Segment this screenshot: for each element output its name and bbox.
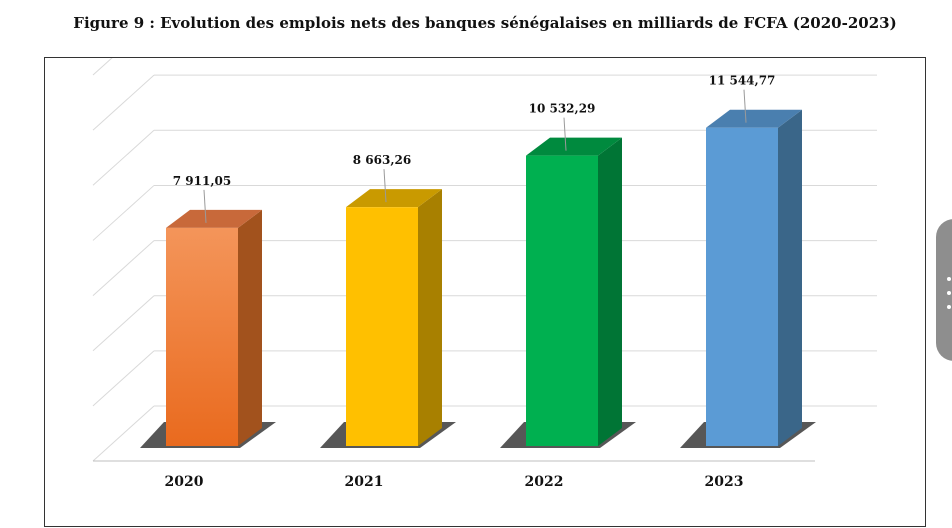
label-leader bbox=[203, 189, 207, 223]
data-label: 11 544,77 bbox=[709, 74, 776, 88]
tab-dot-icon bbox=[947, 305, 951, 309]
data-label: 10 532,29 bbox=[529, 102, 596, 116]
label-leader bbox=[743, 89, 747, 123]
side-scroll-tab[interactable] bbox=[936, 219, 952, 361]
bar-2021 bbox=[346, 207, 418, 446]
bar-2022 bbox=[526, 155, 598, 446]
label-leader bbox=[563, 117, 567, 151]
grid-lines bbox=[92, 58, 877, 462]
gridline-diagonal bbox=[92, 129, 155, 186]
chart-area: 7 911,05 8 663,26 10 532,29 11 544,77 2020 2… bbox=[44, 57, 926, 527]
bar-2023 bbox=[706, 127, 778, 446]
x-axis-ticks: 2020 2021 2022 2023 bbox=[165, 474, 744, 490]
label-leader bbox=[383, 169, 387, 203]
gridline-diagonal bbox=[92, 185, 155, 241]
bar-2023-side bbox=[778, 109, 802, 446]
gridline-diagonal bbox=[92, 240, 155, 296]
bar-2020-side bbox=[238, 209, 262, 446]
tab-dot-icon bbox=[947, 277, 951, 281]
bar-2020 bbox=[166, 227, 238, 446]
x-tick-label: 2022 bbox=[525, 474, 564, 490]
bars bbox=[166, 109, 802, 446]
bar-2022-top bbox=[526, 137, 622, 156]
x-tick-label: 2020 bbox=[165, 474, 204, 490]
data-labels: 7 911,05 8 663,26 10 532,29 11 544,77 bbox=[173, 74, 776, 223]
bar-2023-top bbox=[706, 109, 802, 128]
data-label: 7 911,05 bbox=[173, 174, 231, 188]
gridline-diagonal bbox=[92, 295, 155, 352]
x-tick-label: 2021 bbox=[345, 474, 384, 490]
gridline-diagonal bbox=[92, 405, 155, 462]
chart-title: Figure 9 : Evolution des emplois nets de… bbox=[73, 14, 897, 32]
bar-2022-side bbox=[598, 137, 622, 446]
gridline-diagonal bbox=[92, 58, 113, 76]
gridline-diagonal bbox=[92, 74, 155, 131]
tab-dot-icon bbox=[947, 291, 951, 295]
x-tick-label: 2023 bbox=[705, 474, 744, 490]
data-label: 8 663,26 bbox=[353, 153, 411, 167]
bar-2021-top bbox=[346, 189, 442, 208]
bar-2021-side bbox=[418, 189, 442, 446]
bar-2020-top bbox=[166, 209, 262, 228]
gridline-diagonal bbox=[92, 350, 155, 407]
